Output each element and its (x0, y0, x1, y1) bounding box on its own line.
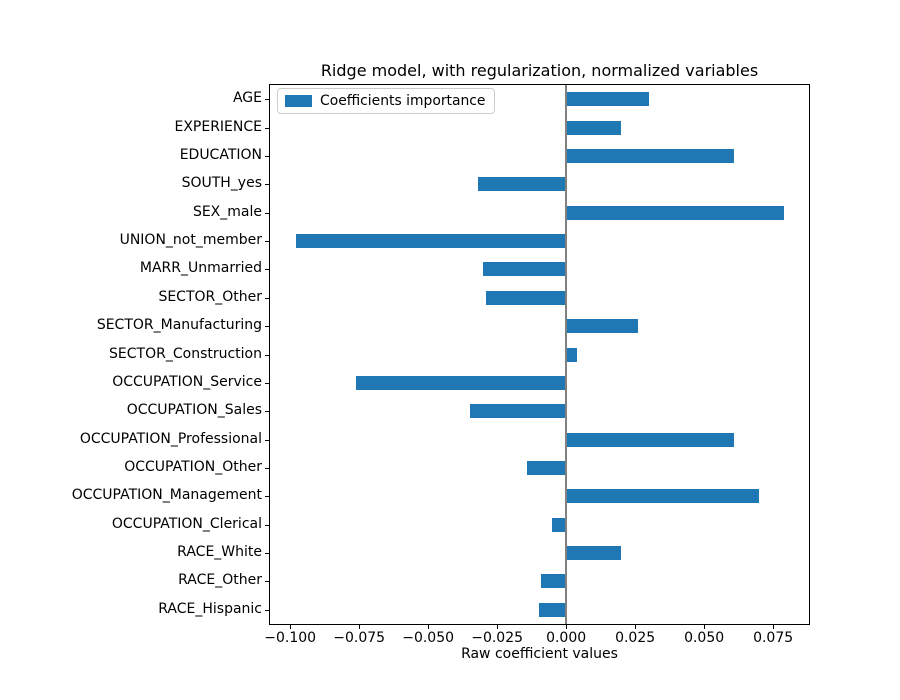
y-tick-mark (265, 411, 269, 413)
y-tick-mark (265, 524, 269, 526)
bar-OCCUPATION_Other (527, 460, 567, 475)
bar-OCCUPATION_Sales (469, 404, 567, 419)
bar-SECTOR_Construction (566, 347, 578, 362)
y-tick-mark (265, 127, 269, 129)
y-tick-mark (265, 184, 269, 186)
legend-label: Coefficients importance (320, 93, 486, 109)
y-tick-label-RACE_Other: RACE_Other (178, 572, 262, 589)
bar-SOUTH_yes (477, 177, 567, 192)
y-tick-label-SECTOR_Other: SECTOR_Other (158, 288, 262, 305)
x-tick-mark (704, 625, 706, 629)
bar-OCCUPATION_Management (566, 489, 760, 504)
bar-EXPERIENCE (566, 120, 622, 135)
x-tick-label: −0.025 (471, 630, 524, 646)
y-tick-mark (265, 581, 269, 583)
y-tick-mark (265, 609, 269, 611)
bar-OCCUPATION_Professional (566, 432, 735, 447)
bar-SECTOR_Other (486, 290, 567, 305)
bar-SECTOR_Manufacturing (566, 319, 638, 334)
y-tick-label-OCCUPATION_Professional: OCCUPATION_Professional (79, 430, 262, 447)
x-tick-mark (497, 625, 499, 629)
x-tick-label: −0.100 (264, 630, 317, 646)
y-tick-mark (265, 496, 269, 498)
y-tick-label-OCCUPATION_Sales: OCCUPATION_Sales (126, 402, 262, 419)
x-tick-label: −0.050 (402, 630, 455, 646)
legend-swatch-icon (285, 95, 312, 107)
x-tick-mark (635, 625, 637, 629)
x-tick-label: 0.025 (615, 630, 656, 646)
y-tick-mark (265, 297, 269, 299)
y-tick-mark (265, 241, 269, 243)
y-tick-label-RACE_Hispanic: RACE_Hispanic (158, 600, 262, 617)
y-tick-label-UNION_not_member: UNION_not_member (119, 232, 262, 249)
x-tick-mark (566, 625, 568, 629)
bar-RACE_White (566, 546, 622, 561)
bar-OCCUPATION_Service (356, 375, 567, 390)
y-tick-mark (265, 553, 269, 555)
x-tick-mark (290, 625, 292, 629)
y-tick-label-SOUTH_yes: SOUTH_yes (181, 175, 262, 192)
y-tick-mark (265, 354, 269, 356)
bar-MARR_Unmarried (483, 262, 567, 277)
y-tick-label-SECTOR_Manufacturing: SECTOR_Manufacturing (96, 317, 262, 334)
plot-area: Coefficients importance (269, 84, 810, 625)
x-tick-label: 0.075 (753, 630, 794, 646)
chart-title: Ridge model, with regularization, normal… (320, 61, 759, 80)
y-tick-label-OCCUPATION_Service: OCCUPATION_Service (112, 373, 262, 390)
bar-RACE_Hispanic (538, 602, 567, 617)
y-tick-mark (265, 155, 269, 157)
y-tick-label-RACE_White: RACE_White (177, 544, 262, 561)
x-axis-label: Raw coefficient values (461, 646, 618, 662)
x-tick-label: −0.075 (333, 630, 386, 646)
bar-RACE_Other (541, 574, 567, 589)
y-tick-mark (265, 382, 269, 384)
y-tick-label-EXPERIENCE: EXPERIENCE (174, 118, 262, 135)
bar-AGE (566, 92, 649, 107)
y-tick-mark (265, 439, 269, 441)
zero-line (565, 85, 568, 624)
y-tick-label-SECTOR_Construction: SECTOR_Construction (109, 345, 262, 362)
y-tick-mark (265, 212, 269, 214)
x-tick-label: 0.000 (546, 630, 587, 646)
y-tick-label-EDUCATION: EDUCATION (179, 146, 262, 163)
bar-SEX_male (566, 205, 785, 220)
y-tick-label-OCCUPATION_Clerical: OCCUPATION_Clerical (111, 515, 262, 532)
bar-UNION_not_member (295, 234, 567, 249)
x-tick-label: 0.050 (684, 630, 725, 646)
y-tick-label-AGE: AGE (232, 90, 262, 107)
y-tick-label-OCCUPATION_Management: OCCUPATION_Management (71, 487, 262, 504)
x-tick-mark (773, 625, 775, 629)
y-tick-mark (265, 326, 269, 328)
bar-EDUCATION (566, 148, 735, 163)
y-tick-label-SEX_male: SEX_male (192, 203, 262, 220)
y-tick-mark (265, 99, 269, 101)
bar-OCCUPATION_Clerical (552, 517, 567, 532)
y-tick-mark (265, 467, 269, 469)
y-tick-mark (265, 269, 269, 271)
x-tick-mark (359, 625, 361, 629)
y-tick-label-OCCUPATION_Other: OCCUPATION_Other (124, 458, 262, 475)
y-tick-label-MARR_Unmarried: MARR_Unmarried (139, 260, 262, 277)
legend: Coefficients importance (277, 88, 496, 114)
x-tick-mark (428, 625, 430, 629)
